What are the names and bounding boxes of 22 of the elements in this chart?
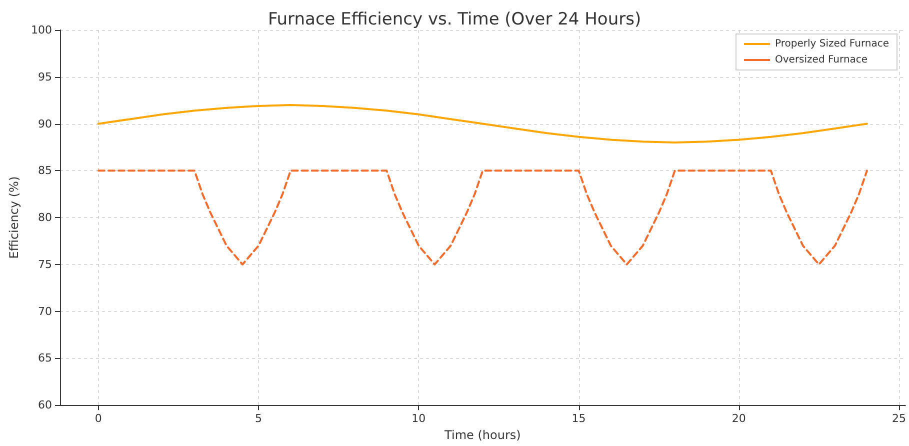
- y-tick-label: 80: [38, 211, 52, 224]
- y-tick-label: 90: [38, 117, 52, 130]
- legend-label: Oversized Furnace: [775, 54, 868, 66]
- y-tick-label: 65: [38, 352, 52, 365]
- y-axis-title: Efficiency (%): [7, 176, 22, 259]
- legend-label: Properly Sized Furnace: [775, 38, 889, 50]
- y-tick-label: 70: [38, 304, 52, 318]
- x-tick-label: 15: [572, 412, 586, 426]
- x-tick-label: 10: [412, 412, 426, 426]
- y-tick-label: 75: [38, 258, 52, 271]
- x-tick-label: 5: [255, 412, 262, 426]
- x-tick-label: 0: [94, 412, 102, 426]
- line-series: [97, 104, 868, 144]
- y-tick-label: 85: [38, 164, 52, 178]
- x-axis-title: Time (hours): [444, 428, 521, 442]
- y-tick-label: 95: [38, 70, 52, 84]
- x-tick-label: 25: [892, 412, 906, 426]
- y-tick-label: 100: [31, 24, 52, 36]
- y-tick-label: 60: [38, 398, 52, 412]
- line-series: [97, 170, 868, 266]
- x-tick-label: 20: [732, 412, 746, 426]
- chart-title: Furnace Efficiency vs. Time (Over 24 Hours): [268, 10, 642, 30]
